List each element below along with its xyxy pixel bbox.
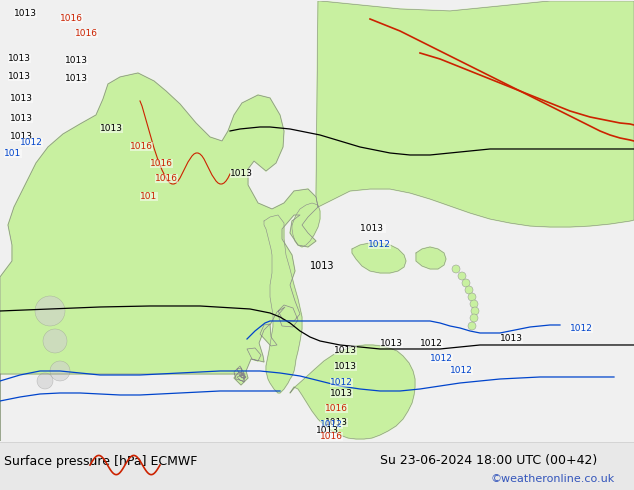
Circle shape	[471, 307, 479, 315]
Text: 1013: 1013	[10, 132, 33, 141]
Circle shape	[37, 373, 53, 389]
Text: 1013: 1013	[14, 9, 37, 18]
Text: 1013: 1013	[8, 54, 31, 63]
Text: 1012: 1012	[430, 354, 453, 363]
Text: 1013: 1013	[380, 339, 403, 348]
Text: 1016: 1016	[150, 159, 173, 168]
Text: 1012: 1012	[330, 378, 353, 387]
Polygon shape	[292, 203, 320, 247]
Text: Surface pressure [hPa] ECMWF: Surface pressure [hPa] ECMWF	[4, 455, 197, 467]
Polygon shape	[290, 345, 415, 439]
Circle shape	[35, 296, 65, 326]
Circle shape	[465, 286, 473, 294]
Circle shape	[458, 272, 466, 280]
Circle shape	[468, 293, 476, 301]
Text: 1016: 1016	[130, 142, 153, 151]
Text: 1013: 1013	[316, 426, 339, 435]
Text: 1012: 1012	[420, 339, 443, 348]
Text: 1013: 1013	[334, 362, 357, 371]
Text: 1016: 1016	[60, 14, 83, 23]
Text: 1013: 1013	[10, 94, 33, 103]
Circle shape	[50, 361, 70, 381]
Polygon shape	[264, 215, 302, 393]
Text: 1013: 1013	[310, 261, 335, 271]
Text: 1012: 1012	[320, 420, 343, 429]
Text: 1016: 1016	[320, 432, 343, 441]
Circle shape	[470, 300, 478, 308]
Polygon shape	[316, 1, 634, 227]
Text: 1013: 1013	[334, 346, 357, 355]
Text: 1012: 1012	[368, 240, 391, 249]
Text: 1012: 1012	[570, 324, 593, 333]
Circle shape	[468, 322, 476, 330]
Circle shape	[470, 314, 478, 322]
Text: 1016: 1016	[75, 29, 98, 38]
Text: ©weatheronline.co.uk: ©weatheronline.co.uk	[490, 474, 614, 485]
Text: 1013: 1013	[500, 334, 523, 343]
Text: 1013: 1013	[325, 418, 348, 427]
Text: 1016: 1016	[155, 174, 178, 183]
Text: 1013: 1013	[65, 56, 88, 65]
Text: 1013: 1013	[10, 114, 33, 123]
Circle shape	[43, 329, 67, 353]
Text: 101: 101	[140, 192, 157, 201]
Circle shape	[462, 279, 470, 287]
Polygon shape	[352, 243, 406, 273]
Text: 1013: 1013	[65, 74, 88, 83]
Text: Su 23-06-2024 18:00 UTC (00+42): Su 23-06-2024 18:00 UTC (00+42)	[380, 454, 597, 467]
Text: 1013: 1013	[360, 224, 386, 233]
Text: 1013: 1013	[8, 72, 31, 81]
Text: 1013: 1013	[330, 389, 353, 398]
Text: 1012: 1012	[450, 366, 473, 375]
Polygon shape	[416, 247, 446, 269]
Circle shape	[452, 265, 460, 273]
Text: 101: 101	[4, 149, 22, 158]
Text: 1013: 1013	[230, 169, 253, 178]
Text: 1013: 1013	[100, 124, 123, 133]
Polygon shape	[0, 73, 318, 441]
Text: 1016: 1016	[325, 404, 348, 413]
Text: 1012: 1012	[20, 138, 43, 147]
